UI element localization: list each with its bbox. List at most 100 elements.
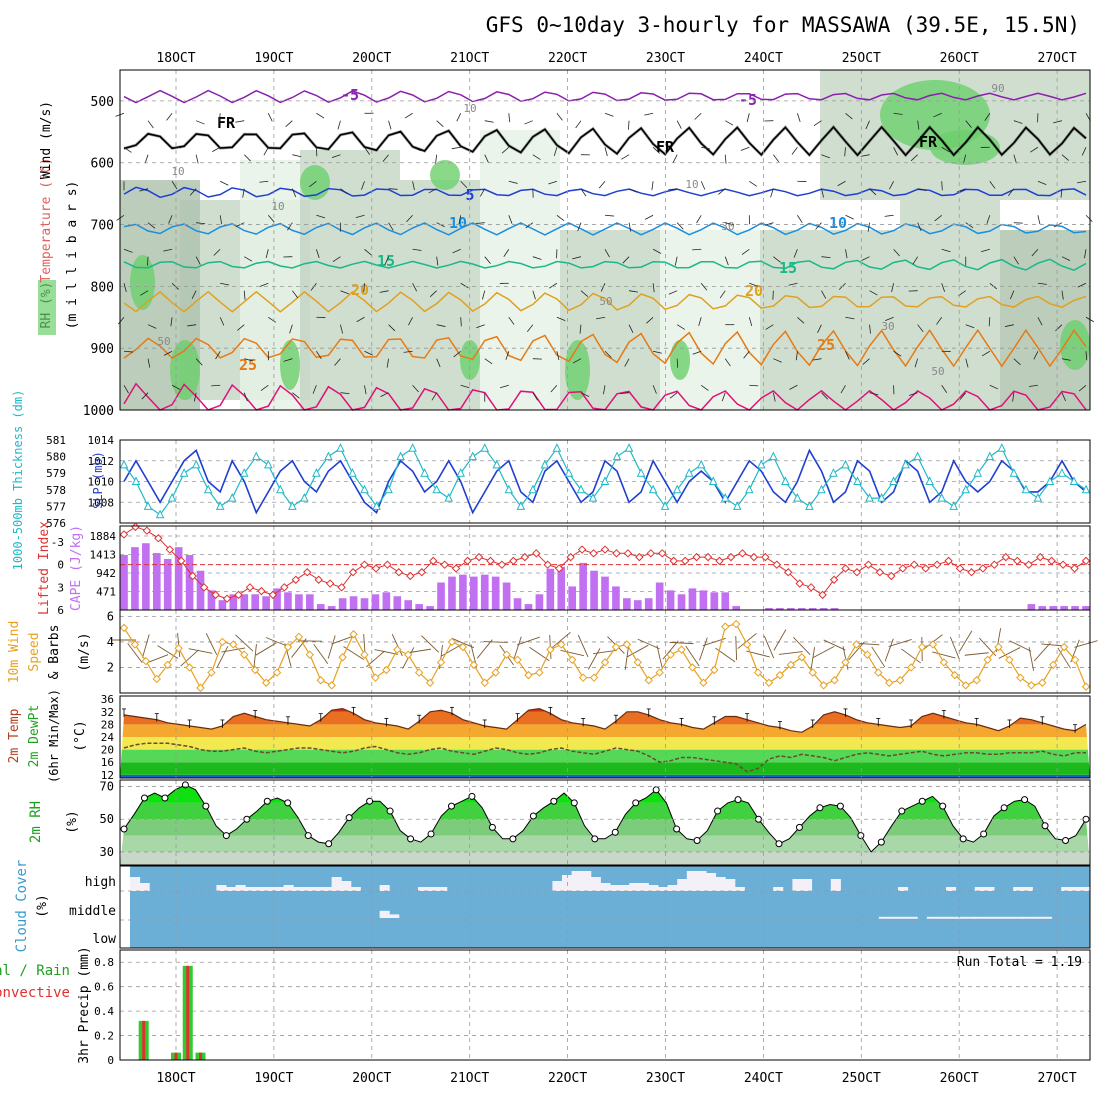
wind-speed-point	[917, 642, 927, 652]
wind-barb	[696, 215, 702, 224]
wind-barb-10m	[763, 635, 775, 659]
lifted-index-point	[841, 564, 850, 573]
cape-bar	[142, 543, 150, 610]
wind-barb	[168, 215, 173, 224]
lifted-index-point	[497, 560, 507, 569]
temperature-axis-label: Temperature (°C)	[39, 157, 54, 282]
middle-cloud-cell	[878, 916, 889, 919]
high-cloud-cell	[658, 887, 669, 891]
cloud-level-label: low	[93, 932, 117, 947]
wind-barb	[653, 350, 662, 354]
wind-barb	[1084, 249, 1087, 259]
wind-barb	[501, 146, 510, 154]
wind-barb	[676, 222, 684, 230]
wind-barb	[237, 324, 245, 331]
wind-speed-point	[874, 668, 883, 677]
wind-barb	[817, 324, 822, 333]
wind-barb	[1037, 215, 1041, 225]
wind-speed-point	[1016, 673, 1025, 682]
wind-barb-10m	[313, 644, 329, 664]
wind-barb	[1061, 358, 1071, 361]
wind-barb	[243, 392, 248, 402]
wind-speed-point	[425, 678, 435, 687]
cape-bar	[590, 570, 598, 610]
rh-point	[652, 786, 660, 794]
wind-barb-10m	[205, 633, 218, 655]
wind-barb	[479, 188, 486, 197]
wind-speed-point	[546, 645, 555, 654]
panel-frame	[119, 949, 1091, 1061]
thickness-point	[179, 468, 189, 477]
wind-barb	[267, 113, 273, 122]
wind-barb	[793, 249, 798, 258]
wind-barb	[628, 222, 632, 232]
wind-barb	[797, 215, 803, 224]
lifted-index-point	[921, 564, 930, 573]
wind-barb	[724, 256, 729, 266]
wind-barb	[316, 249, 320, 258]
rh-point	[816, 804, 824, 812]
wind-barb	[283, 358, 293, 362]
thickness-point	[131, 476, 141, 485]
wind-barb	[941, 181, 943, 191]
wind-barb	[340, 188, 348, 195]
cape-bar	[459, 574, 467, 610]
cape-tick-label: 942	[96, 567, 116, 580]
wind-speed-point	[393, 645, 402, 654]
x-tick-label-bottom: 26OCT	[940, 1071, 979, 1086]
wind-barb	[361, 181, 365, 190]
x-tick-label-bottom: 22OCT	[548, 1071, 587, 1086]
wind-barb	[577, 222, 582, 232]
wind-barb-10m	[253, 644, 257, 668]
lifted-index-point	[635, 552, 644, 562]
wind-barb	[452, 248, 461, 254]
wind-barb	[141, 392, 149, 400]
thickness-point	[528, 484, 538, 494]
wind-barb	[171, 384, 181, 390]
lifted-index-point	[795, 579, 804, 588]
wind-speed-point	[436, 658, 446, 667]
isotherm-label: 20	[351, 281, 369, 299]
cape-bar	[470, 576, 478, 610]
wind-barb	[652, 283, 655, 293]
rh-green-patch	[130, 255, 155, 310]
wind-barb	[147, 256, 149, 266]
wind-barb-10m	[483, 641, 508, 643]
wind-barb	[844, 147, 846, 157]
wind-barb	[532, 392, 538, 401]
wind-barb-10m	[407, 648, 432, 654]
thickness-point	[167, 492, 177, 502]
thickness-point	[672, 484, 682, 494]
thickness-point	[143, 501, 153, 510]
wind-barb	[893, 350, 902, 357]
wind-barb	[412, 146, 422, 152]
high-cloud-cell	[437, 887, 448, 891]
cape-bar	[1049, 606, 1058, 610]
wind-barb-10m	[949, 636, 960, 660]
wind-barb	[917, 324, 924, 333]
wind-barb	[891, 283, 894, 293]
wind-barb	[213, 248, 221, 256]
wind-barb	[773, 256, 781, 263]
wind-barb	[147, 358, 151, 368]
wind-barb	[813, 120, 822, 127]
wind-speed-point	[1059, 642, 1069, 652]
high-cloud-cell	[427, 887, 438, 891]
wind-barb	[292, 154, 302, 158]
wind-barb	[765, 324, 774, 330]
cape-bar	[349, 596, 358, 610]
rh-point	[263, 797, 271, 805]
lifted-index-axis-label: Lifted Index	[37, 521, 52, 615]
isotherm-label: -5	[341, 86, 359, 104]
wind-barb	[965, 324, 975, 329]
rh-point	[959, 835, 967, 843]
wind-barb	[963, 154, 967, 164]
x-tick-label-top: 18OCT	[156, 51, 195, 66]
high-cloud-cell	[610, 885, 621, 891]
wind-speed-point	[513, 655, 522, 665]
cape-bar	[437, 582, 445, 610]
isotherm-label: 25	[817, 336, 835, 354]
high-cloud-cell	[302, 887, 313, 891]
wind-barb	[191, 290, 197, 299]
isotherm-label: 15	[377, 252, 395, 270]
